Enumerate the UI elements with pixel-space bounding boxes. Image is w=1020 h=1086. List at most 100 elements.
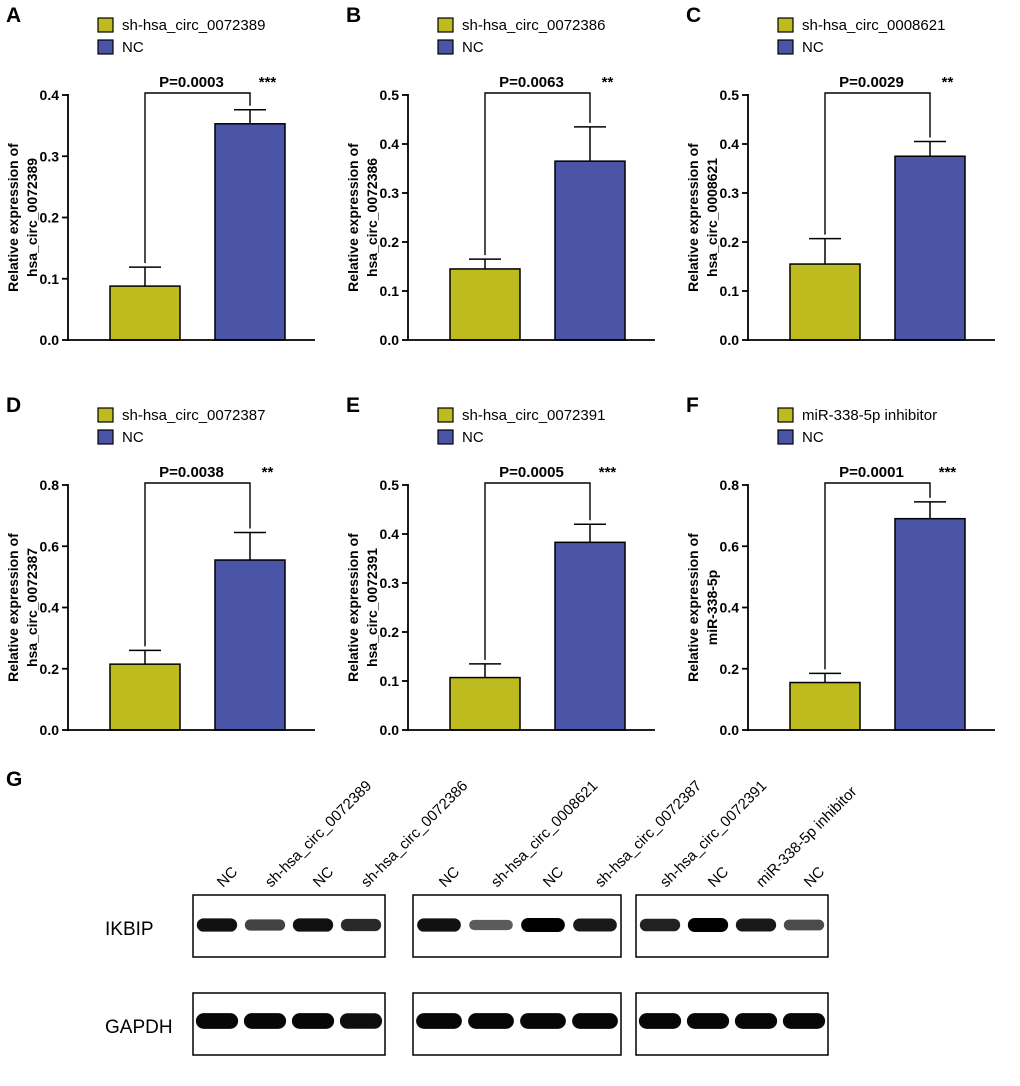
legend-swatch-1 — [777, 39, 794, 55]
chart-panel-e: E sh-hsa_circ_0072391 NC Relative expressi… — [340, 390, 680, 750]
lane-label-1-0: NC — [436, 863, 463, 890]
chart-panel-a: A sh-hsa_circ_0072389 NC Relative expressi… — [0, 0, 340, 360]
legend-label-1: NC — [462, 429, 484, 446]
y-tick-label-5: 0.5 — [380, 477, 400, 493]
significance-bracket — [484, 92, 591, 256]
legend-label-0: sh-hsa_circ_0072391 — [462, 407, 605, 424]
bar-0 — [789, 263, 861, 341]
y-tick-label-2: 0.2 — [380, 234, 400, 250]
p-value-label: P=0.0003 — [159, 74, 224, 91]
legend-label-1: NC — [122, 39, 144, 56]
y-tick-label-2: 0.2 — [380, 624, 400, 640]
significance-stars: *** — [939, 464, 957, 481]
bar-1 — [214, 123, 286, 341]
panel-letter-d: D — [6, 394, 22, 417]
significance-stars: ** — [602, 74, 614, 91]
gapdh-band-2-2 — [734, 1013, 778, 1029]
y-tick-label-1: 0.1 — [40, 271, 60, 287]
bar-chart-d: sh-hsa_circ_0072387 NC Relative expression… — [5, 407, 315, 738]
lane-label-1-3: sh-hsa_circ_0072387 — [592, 777, 705, 890]
legend-label-1: NC — [462, 39, 484, 56]
y-tick-label-1: 0.1 — [720, 283, 740, 299]
bar-chart-f: miR-338-5p inhibitor NC Relative expressio… — [685, 407, 995, 738]
legend-label-0: sh-hsa_circ_0008621 — [802, 17, 945, 34]
y-tick-label-3: 0.3 — [720, 185, 740, 201]
bar-0 — [449, 676, 521, 731]
y-tick-label-1: 0.1 — [380, 673, 400, 689]
y-tick-label-4: 0.8 — [40, 477, 60, 493]
y-tick-label-4: 0.8 — [720, 477, 740, 493]
lane-label-0-0: NC — [214, 863, 241, 890]
blot-row-label-gapdh: GAPDH — [105, 1017, 173, 1038]
gapdh-band-1-2 — [520, 1013, 566, 1029]
gapdh-band-0-1 — [243, 1013, 287, 1029]
gapdh-band-2-3 — [782, 1013, 826, 1029]
y-axis-label-line-1: hsa_circ_0072386 — [364, 158, 380, 277]
panel-letter-f: F — [686, 394, 699, 417]
gapdh-band-1-1 — [468, 1013, 514, 1029]
legend-swatch-1 — [437, 39, 454, 55]
legend-label-1: NC — [802, 429, 824, 446]
western-blot-panel: G IKBIP GAPDH NC sh-hsa_circ_0072389 NC sh-hs… — [0, 760, 1020, 1081]
legend-label-0: sh-hsa_circ_0072389 — [122, 17, 265, 34]
significance-bracket — [484, 482, 591, 660]
blot-row-label-ikbip: IKBIP — [105, 919, 154, 940]
significance-bracket — [144, 92, 251, 264]
gapdh-band-0-0 — [195, 1013, 239, 1029]
significance-bracket — [824, 92, 931, 235]
y-axis-label-line-1: miR-338-5p — [704, 570, 720, 645]
bar-chart-a: sh-hsa_circ_0072389 NC Relative expression… — [5, 17, 315, 348]
chart-panel-b: B sh-hsa_circ_0072386 NC Relative expressi… — [340, 0, 680, 360]
panel-letter-c: C — [686, 4, 702, 27]
chart-panel-c: C sh-hsa_circ_0008621 NC Relative expressi… — [680, 0, 1020, 360]
y-tick-label-5: 0.5 — [720, 87, 740, 103]
y-axis-label-line-1: hsa_circ_0072389 — [24, 158, 40, 277]
bar-1 — [554, 541, 626, 731]
legend-swatch-0 — [437, 17, 454, 33]
y-axis-label-line-0: Relative expression of — [345, 533, 361, 682]
panel-letter-a: A — [6, 4, 22, 27]
y-tick-label-4: 0.4 — [720, 136, 740, 152]
y-tick-label-4: 0.4 — [380, 136, 400, 152]
y-tick-label-2: 0.2 — [720, 234, 740, 250]
p-value-label: P=0.0029 — [839, 74, 904, 91]
panel-letter-e: E — [346, 394, 361, 417]
y-axis-label-line-1: hsa_circ_0072387 — [24, 548, 40, 667]
lane-label-0-2: NC — [310, 863, 337, 890]
legend-swatch-1 — [777, 429, 794, 445]
legend-swatch-1 — [97, 429, 114, 445]
y-axis-label-line-0: Relative expression of — [685, 533, 701, 682]
y-tick-label-3: 0.6 — [40, 538, 60, 554]
y-axis-label-line-0: Relative expression of — [685, 143, 701, 292]
ikbip-band-0-2 — [292, 918, 334, 932]
legend-swatch-0 — [777, 407, 794, 423]
y-axis-label-line-1: hsa_circ_0072391 — [364, 548, 380, 667]
chart-panel-d: D sh-hsa_circ_0072387 NC Relative expressi… — [0, 390, 340, 750]
y-tick-label-1: 0.1 — [380, 283, 400, 299]
legend-swatch-1 — [97, 39, 114, 55]
bar-chart-b: sh-hsa_circ_0072386 NC Relative expression… — [345, 17, 655, 348]
p-value-label: P=0.0001 — [839, 464, 904, 481]
bar-1 — [554, 160, 626, 341]
p-value-label: P=0.0005 — [499, 464, 564, 481]
legend-label-0: sh-hsa_circ_0072386 — [462, 17, 605, 34]
ikbip-band-1-3 — [573, 918, 617, 932]
y-tick-label-3: 0.3 — [380, 575, 400, 591]
lane-label-1-2: NC — [540, 863, 567, 890]
y-tick-label-2: 0.4 — [40, 600, 60, 616]
y-tick-label-5: 0.5 — [380, 87, 400, 103]
ikbip-band-0-3 — [340, 918, 382, 932]
y-tick-label-3: 0.3 — [380, 185, 400, 201]
significance-stars: ** — [942, 74, 954, 91]
legend-label-1: NC — [802, 39, 824, 56]
gapdh-band-1-3 — [572, 1013, 618, 1029]
gapdh-band-1-0 — [416, 1013, 462, 1029]
p-value-label: P=0.0038 — [159, 464, 224, 481]
y-tick-label-0: 0.0 — [720, 332, 740, 348]
ikbip-band-1-1 — [469, 919, 513, 931]
y-tick-label-2: 0.4 — [720, 600, 740, 616]
legend-swatch-1 — [437, 429, 454, 445]
y-tick-label-0: 0.0 — [380, 722, 400, 738]
y-tick-label-0: 0.0 — [40, 332, 60, 348]
